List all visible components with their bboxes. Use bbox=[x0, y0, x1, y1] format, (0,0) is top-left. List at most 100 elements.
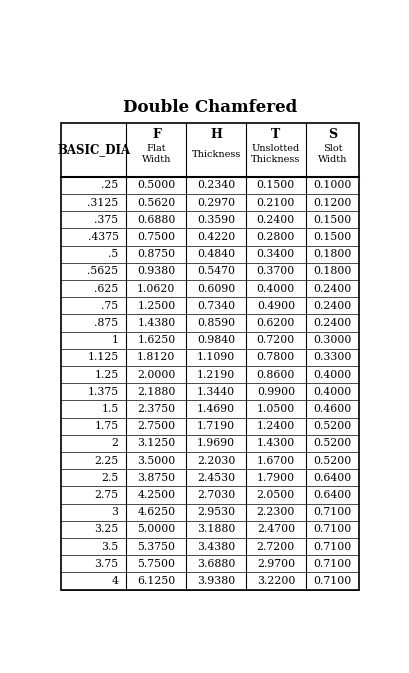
Text: 0.4900: 0.4900 bbox=[256, 301, 294, 311]
Text: 0.7500: 0.7500 bbox=[137, 232, 175, 242]
Text: 0.5000: 0.5000 bbox=[137, 180, 175, 190]
Text: 1.375: 1.375 bbox=[87, 387, 118, 397]
Text: 3.25: 3.25 bbox=[94, 524, 118, 534]
Text: S: S bbox=[327, 129, 336, 141]
Text: 1.6700: 1.6700 bbox=[256, 456, 294, 466]
Text: 0.4000: 0.4000 bbox=[313, 387, 351, 397]
Text: 4.2500: 4.2500 bbox=[137, 490, 175, 500]
Text: Thickness: Thickness bbox=[191, 149, 240, 159]
Text: 0.1200: 0.1200 bbox=[312, 198, 351, 208]
Text: 0.5620: 0.5620 bbox=[137, 198, 175, 208]
Text: 2.7500: 2.7500 bbox=[137, 421, 175, 431]
Text: 0.3590: 0.3590 bbox=[197, 215, 235, 225]
Text: 0.1800: 0.1800 bbox=[312, 267, 351, 277]
Text: 3.5000: 3.5000 bbox=[137, 456, 175, 466]
Text: 1.6250: 1.6250 bbox=[137, 335, 175, 345]
Text: 3.8750: 3.8750 bbox=[137, 473, 175, 483]
Text: 1.4690: 1.4690 bbox=[197, 404, 235, 414]
Text: 0.1000: 0.1000 bbox=[312, 180, 351, 190]
Text: 3.9380: 3.9380 bbox=[196, 576, 235, 586]
Text: 2.7200: 2.7200 bbox=[256, 542, 294, 552]
Text: 3.5: 3.5 bbox=[101, 542, 118, 552]
Text: 1.7900: 1.7900 bbox=[256, 473, 294, 483]
Text: 2.5: 2.5 bbox=[101, 473, 118, 483]
Text: 0.5470: 0.5470 bbox=[197, 267, 234, 277]
Text: 1.8120: 1.8120 bbox=[137, 353, 175, 363]
Text: 0.6400: 0.6400 bbox=[313, 473, 351, 483]
Text: 2.2030: 2.2030 bbox=[196, 456, 235, 466]
Text: .3125: .3125 bbox=[87, 198, 118, 208]
Text: 0.5200: 0.5200 bbox=[313, 456, 351, 466]
Text: 0.6400: 0.6400 bbox=[313, 490, 351, 500]
Text: 0.2970: 0.2970 bbox=[197, 198, 235, 208]
Text: 2.9530: 2.9530 bbox=[197, 507, 235, 518]
Text: 0.2400: 0.2400 bbox=[313, 318, 351, 328]
Text: Unslotted
Thickness: Unslotted Thickness bbox=[251, 144, 300, 164]
Text: 0.9900: 0.9900 bbox=[256, 387, 294, 397]
Text: 1.125: 1.125 bbox=[87, 353, 118, 363]
Text: 0.2100: 0.2100 bbox=[256, 198, 294, 208]
Text: 0.4220: 0.4220 bbox=[196, 232, 235, 242]
Text: .375: .375 bbox=[94, 215, 118, 225]
Text: 1.2190: 1.2190 bbox=[196, 369, 235, 380]
Text: 1.4380: 1.4380 bbox=[137, 318, 175, 328]
Text: 0.6880: 0.6880 bbox=[137, 215, 175, 225]
Text: 1.0500: 1.0500 bbox=[256, 404, 294, 414]
Text: 3: 3 bbox=[111, 507, 118, 518]
Text: 2.4700: 2.4700 bbox=[256, 524, 294, 534]
Text: 0.3300: 0.3300 bbox=[312, 353, 351, 363]
Text: 0.7800: 0.7800 bbox=[256, 353, 294, 363]
Text: .625: .625 bbox=[94, 284, 118, 293]
Text: Double Chamfered: Double Chamfered bbox=[123, 99, 297, 116]
Text: 0.4000: 0.4000 bbox=[256, 284, 294, 293]
Text: 1.9690: 1.9690 bbox=[197, 438, 235, 448]
Text: 1.4300: 1.4300 bbox=[256, 438, 294, 448]
Text: .75: .75 bbox=[101, 301, 118, 311]
Text: 3.1880: 3.1880 bbox=[196, 524, 235, 534]
Text: 1.25: 1.25 bbox=[94, 369, 118, 380]
Text: 0.1800: 0.1800 bbox=[312, 249, 351, 259]
Text: 0.3700: 0.3700 bbox=[256, 267, 294, 277]
Text: 5.0000: 5.0000 bbox=[137, 524, 175, 534]
Text: 2.1880: 2.1880 bbox=[137, 387, 175, 397]
Text: 0.6200: 0.6200 bbox=[256, 318, 294, 328]
Text: 0.1500: 0.1500 bbox=[313, 232, 351, 242]
Text: 0.7100: 0.7100 bbox=[313, 524, 351, 534]
Text: 0.8600: 0.8600 bbox=[256, 369, 294, 380]
Text: 0.9840: 0.9840 bbox=[197, 335, 235, 345]
Text: BASIC_DIA: BASIC_DIA bbox=[57, 143, 130, 157]
Text: 1.2500: 1.2500 bbox=[137, 301, 175, 311]
Text: 1.1090: 1.1090 bbox=[196, 353, 235, 363]
Text: 2.7030: 2.7030 bbox=[196, 490, 235, 500]
Text: 1.75: 1.75 bbox=[94, 421, 118, 431]
Text: 0.2800: 0.2800 bbox=[256, 232, 294, 242]
Text: H: H bbox=[210, 129, 222, 141]
Text: 2.0000: 2.0000 bbox=[137, 369, 175, 380]
Text: .4375: .4375 bbox=[88, 232, 118, 242]
Text: 0.3000: 0.3000 bbox=[312, 335, 351, 345]
Text: 0.4000: 0.4000 bbox=[313, 369, 351, 380]
Text: 2.3750: 2.3750 bbox=[137, 404, 175, 414]
Text: 0.7100: 0.7100 bbox=[313, 507, 351, 518]
Text: 3.2200: 3.2200 bbox=[256, 576, 294, 586]
Text: 4.6250: 4.6250 bbox=[137, 507, 175, 518]
Text: 0.2400: 0.2400 bbox=[313, 301, 351, 311]
Text: 5.3750: 5.3750 bbox=[137, 542, 175, 552]
Text: 0.7340: 0.7340 bbox=[197, 301, 235, 311]
Text: 0.4840: 0.4840 bbox=[197, 249, 235, 259]
Text: 0.2340: 0.2340 bbox=[196, 180, 235, 190]
Text: 0.8590: 0.8590 bbox=[197, 318, 235, 328]
Text: .5625: .5625 bbox=[87, 267, 118, 277]
Text: 2.75: 2.75 bbox=[94, 490, 118, 500]
Text: 2.0500: 2.0500 bbox=[256, 490, 294, 500]
Text: 5.7500: 5.7500 bbox=[137, 559, 175, 569]
Text: 3.75: 3.75 bbox=[94, 559, 118, 569]
Text: 6.1250: 6.1250 bbox=[137, 576, 175, 586]
Text: 3.6880: 3.6880 bbox=[196, 559, 235, 569]
Text: 0.6090: 0.6090 bbox=[196, 284, 235, 293]
Text: 0.7100: 0.7100 bbox=[313, 559, 351, 569]
Text: 0.2400: 0.2400 bbox=[256, 215, 294, 225]
Text: 0.1500: 0.1500 bbox=[256, 180, 294, 190]
Text: 1.3440: 1.3440 bbox=[197, 387, 235, 397]
Text: 0.2400: 0.2400 bbox=[313, 284, 351, 293]
